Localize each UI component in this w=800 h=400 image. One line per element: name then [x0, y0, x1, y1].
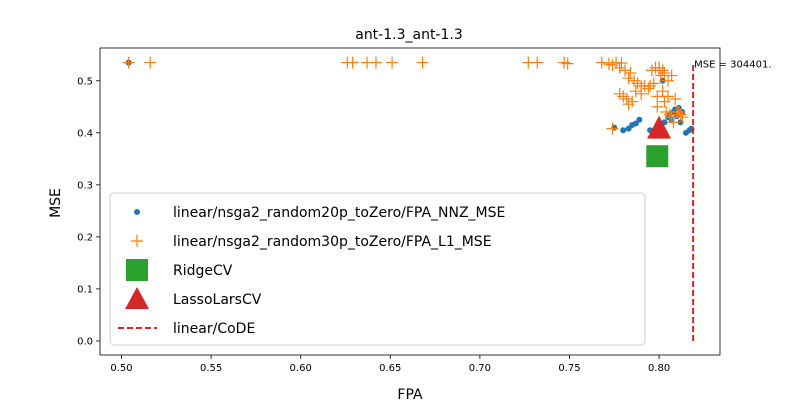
y-axis-label: MSE: [48, 188, 64, 218]
data-point: [651, 100, 664, 113]
data-point: [602, 58, 615, 71]
data-point: [626, 95, 639, 108]
data-point: [122, 56, 135, 69]
data-point: [622, 98, 635, 111]
y-tick-label: 0.0: [77, 336, 93, 347]
chart-title: ant-1.3_ant-1.3: [355, 27, 463, 43]
legend-marker: [126, 259, 148, 281]
series-dot: [125, 59, 695, 139]
y-tick-label: 0.3: [77, 180, 93, 191]
x-tick-label: 0.75: [558, 363, 580, 374]
data-point: [665, 111, 678, 124]
data-point: [658, 95, 671, 108]
legend-label: linear/nsga2_random20p_toZero/FPA_NNZ_MS…: [173, 205, 505, 221]
legend-label: linear/nsga2_random30p_toZero/FPA_L1_MSE: [173, 234, 492, 250]
legend-marker: [131, 235, 143, 247]
x-tick-label: 0.50: [110, 363, 132, 374]
data-point: [617, 90, 630, 103]
data-point: [656, 85, 669, 98]
data-point: [653, 61, 666, 74]
legend-label: LassoLarsCV: [173, 292, 262, 308]
data-point: [144, 56, 157, 69]
data-point: [624, 66, 637, 79]
data-point: [619, 64, 632, 77]
series-square: [646, 145, 669, 168]
legend-marker: [125, 287, 149, 309]
x-tick-label: 0.80: [648, 363, 670, 374]
data-point: [651, 90, 664, 103]
y-tick-label: 0.2: [77, 232, 93, 243]
data-point: [665, 69, 678, 82]
data-point: [658, 66, 671, 79]
data-point: [674, 108, 687, 121]
data-point: [667, 116, 680, 129]
data-point: [676, 111, 689, 124]
data-point: [635, 87, 648, 100]
data-point: [613, 87, 626, 100]
lassolarscv-point: [647, 115, 672, 139]
mse-annotation: MSE = 304401.: [694, 60, 771, 71]
data-point: [558, 56, 571, 69]
x-axis-label: FPA: [397, 387, 423, 400]
data-point: [531, 56, 544, 69]
data-point: [663, 108, 676, 121]
data-point: [662, 90, 675, 103]
x-tick-label: 0.60: [290, 363, 312, 374]
legend: linear/nsga2_random20p_toZero/FPA_NNZ_MS…: [109, 192, 646, 346]
data-point: [615, 57, 628, 70]
y-tick-label: 0.1: [77, 284, 93, 295]
data-point: [644, 79, 657, 92]
data-point: [627, 74, 640, 87]
data-point: [369, 56, 382, 69]
legend-box: [109, 192, 646, 346]
data-point: [386, 56, 399, 69]
data-point: [662, 74, 675, 87]
x-tick-label: 0.65: [379, 363, 401, 374]
data-point: [620, 127, 627, 134]
data-point: [647, 77, 660, 90]
data-point: [606, 59, 619, 72]
series-triangle: [647, 115, 672, 139]
data-point: [620, 92, 633, 105]
data-point: [561, 57, 574, 70]
plot-area: 0.50 0.55 0.60 0.65 0.70 0.75 0.80 0.0 0.1 0.2 0.3…: [77, 47, 772, 374]
series-plus: [122, 56, 689, 135]
data-point: [613, 61, 626, 74]
data-point: [656, 64, 669, 77]
data-point: [669, 92, 682, 105]
x-tick-label: 0.70: [469, 363, 491, 374]
data-point: [642, 82, 655, 95]
data-point: [346, 56, 359, 69]
axes-frame: [99, 47, 721, 356]
ridgecv-point: [646, 145, 669, 168]
y-tick-label: 0.4: [77, 128, 93, 139]
x-tick-label: 0.55: [200, 363, 222, 374]
y-tick-label: 0.5: [77, 76, 93, 87]
data-point: [595, 56, 608, 69]
legend-label: RidgeCV: [173, 263, 233, 279]
data-point: [631, 77, 644, 90]
data-point: [622, 72, 635, 85]
data-point: [629, 85, 642, 98]
legend-label: linear/CoDE: [173, 321, 255, 337]
data-point: [416, 56, 429, 69]
data-point: [606, 122, 619, 135]
data-point: [636, 116, 643, 123]
legend-marker: [134, 209, 140, 215]
